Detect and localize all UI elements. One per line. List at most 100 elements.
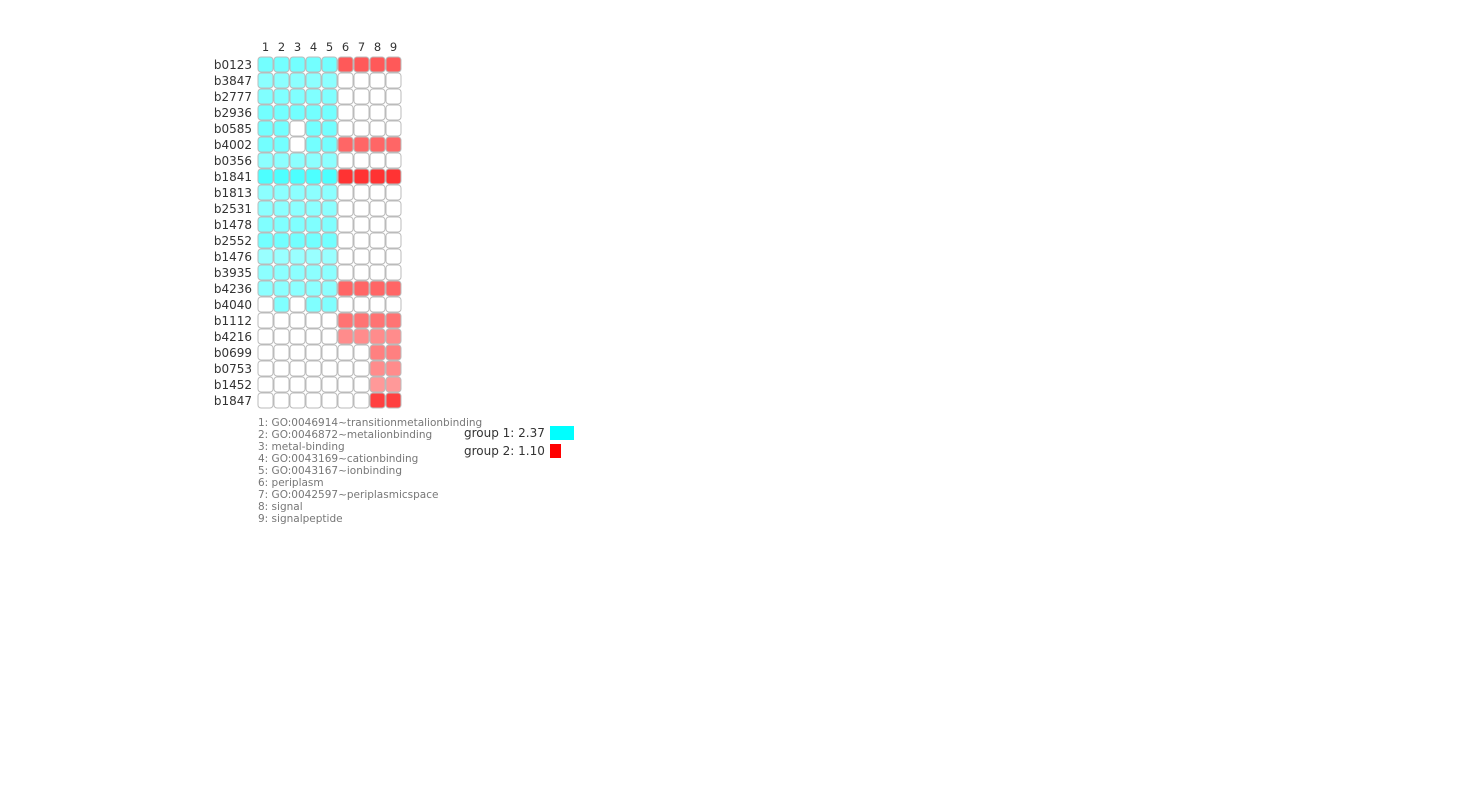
heatmap-cell	[273, 296, 290, 313]
heatmap-cell	[353, 168, 370, 185]
row-label: b2777	[214, 90, 252, 104]
row-label: b1847	[214, 394, 252, 408]
heatmap-cell	[337, 328, 354, 345]
heatmap-cell	[273, 264, 290, 281]
heatmap-cell	[257, 280, 274, 297]
term-label: 1: GO:0046914~transitionmetalionbinding	[258, 417, 482, 429]
heatmap-cell	[289, 232, 306, 249]
row-label: b0356	[214, 154, 252, 168]
heatmap-cell	[289, 264, 306, 281]
heatmap-cell	[289, 248, 306, 265]
column-label: 8	[374, 40, 381, 54]
heatmap-cell	[337, 376, 354, 393]
row-label: b0699	[214, 346, 252, 360]
term-label: 7: GO:0042597~periplasmicspace	[258, 489, 438, 501]
heatmap-cell	[257, 328, 274, 345]
heatmap-cell	[337, 72, 354, 89]
heatmap-cell	[369, 376, 386, 393]
heatmap-cell	[385, 344, 402, 361]
heatmap-cell	[289, 120, 306, 137]
heatmap-cell	[369, 152, 386, 169]
heatmap-cell	[385, 184, 402, 201]
heatmap-cell	[353, 200, 370, 217]
heatmap-cell	[305, 280, 322, 297]
heatmap-cell	[385, 152, 402, 169]
heatmap-cell	[305, 232, 322, 249]
heatmap-cell	[305, 168, 322, 185]
heatmap-cell	[385, 328, 402, 345]
heatmap-cell	[369, 136, 386, 153]
heatmap-cell	[385, 56, 402, 73]
heatmap-cell	[273, 248, 290, 265]
heatmap-cell	[305, 360, 322, 377]
heatmap-cell	[305, 344, 322, 361]
heatmap-cell	[337, 392, 354, 409]
heatmap-cell	[257, 200, 274, 217]
heatmap-cell	[385, 136, 402, 153]
heatmap-cell	[289, 280, 306, 297]
heatmap-cell	[257, 56, 274, 73]
term-label: 9: signalpeptide	[258, 513, 343, 525]
heatmap-cell	[321, 280, 338, 297]
heatmap-cell	[385, 72, 402, 89]
row-label: b0753	[214, 362, 252, 376]
row-label: b1476	[214, 250, 252, 264]
heatmap-cell	[353, 376, 370, 393]
term-label: 2: GO:0046872~metalionbinding	[258, 429, 432, 441]
heatmap-cell	[369, 56, 386, 73]
heatmap-cell	[337, 120, 354, 137]
heatmap-cell	[257, 296, 274, 313]
heatmap-cell	[289, 392, 306, 409]
term-label: 5: GO:0043167~ionbinding	[258, 465, 402, 477]
heatmap-cell	[353, 56, 370, 73]
heatmap-cell	[337, 168, 354, 185]
heatmap-cell	[385, 264, 402, 281]
term-label: 8: signal	[258, 501, 303, 513]
heatmap-cell	[337, 312, 354, 329]
heatmap-cell	[257, 216, 274, 233]
heatmap-cell	[273, 184, 290, 201]
heatmap-cell	[337, 136, 354, 153]
heatmap-cell	[257, 392, 274, 409]
heatmap-cell	[353, 248, 370, 265]
heatmap-cell	[337, 200, 354, 217]
heatmap-cell	[353, 120, 370, 137]
heatmap-cell	[273, 120, 290, 137]
heatmap-cell	[337, 232, 354, 249]
heatmap-cell	[385, 216, 402, 233]
heatmap-cell	[273, 344, 290, 361]
row-label: b1841	[214, 170, 252, 184]
row-label: b1478	[214, 218, 252, 232]
row-label: b3847	[214, 74, 252, 88]
heatmap-cell	[305, 88, 322, 105]
heatmap-cell	[353, 264, 370, 281]
heatmap-cell	[273, 152, 290, 169]
heatmap-cell	[289, 136, 306, 153]
heatmap-cell	[337, 360, 354, 377]
heatmap-cell	[353, 360, 370, 377]
heatmap-cell	[289, 200, 306, 217]
column-label: 7	[358, 40, 365, 54]
heatmap-cell	[273, 360, 290, 377]
term-label: 4: GO:0043169~cationbinding	[258, 453, 418, 465]
heatmap-cell	[369, 88, 386, 105]
heatmap-cell	[289, 104, 306, 121]
heatmap-cell	[273, 88, 290, 105]
heatmap-cell	[289, 88, 306, 105]
heatmap-cell	[321, 264, 338, 281]
heatmap-cell	[369, 120, 386, 137]
heatmap-cell	[385, 392, 402, 409]
heatmap-cell	[369, 280, 386, 297]
heatmap-cell	[369, 200, 386, 217]
heatmap-cell	[353, 328, 370, 345]
heatmap-cell	[273, 328, 290, 345]
heatmap-cell	[369, 360, 386, 377]
heatmap-cell	[257, 152, 274, 169]
heatmap-cell	[369, 104, 386, 121]
heatmap-cell	[289, 56, 306, 73]
heatmap-cell	[321, 168, 338, 185]
heatmap-cell	[385, 232, 402, 249]
heatmap-cell	[305, 184, 322, 201]
heatmap-cell	[321, 56, 338, 73]
column-label: 9	[390, 40, 397, 54]
